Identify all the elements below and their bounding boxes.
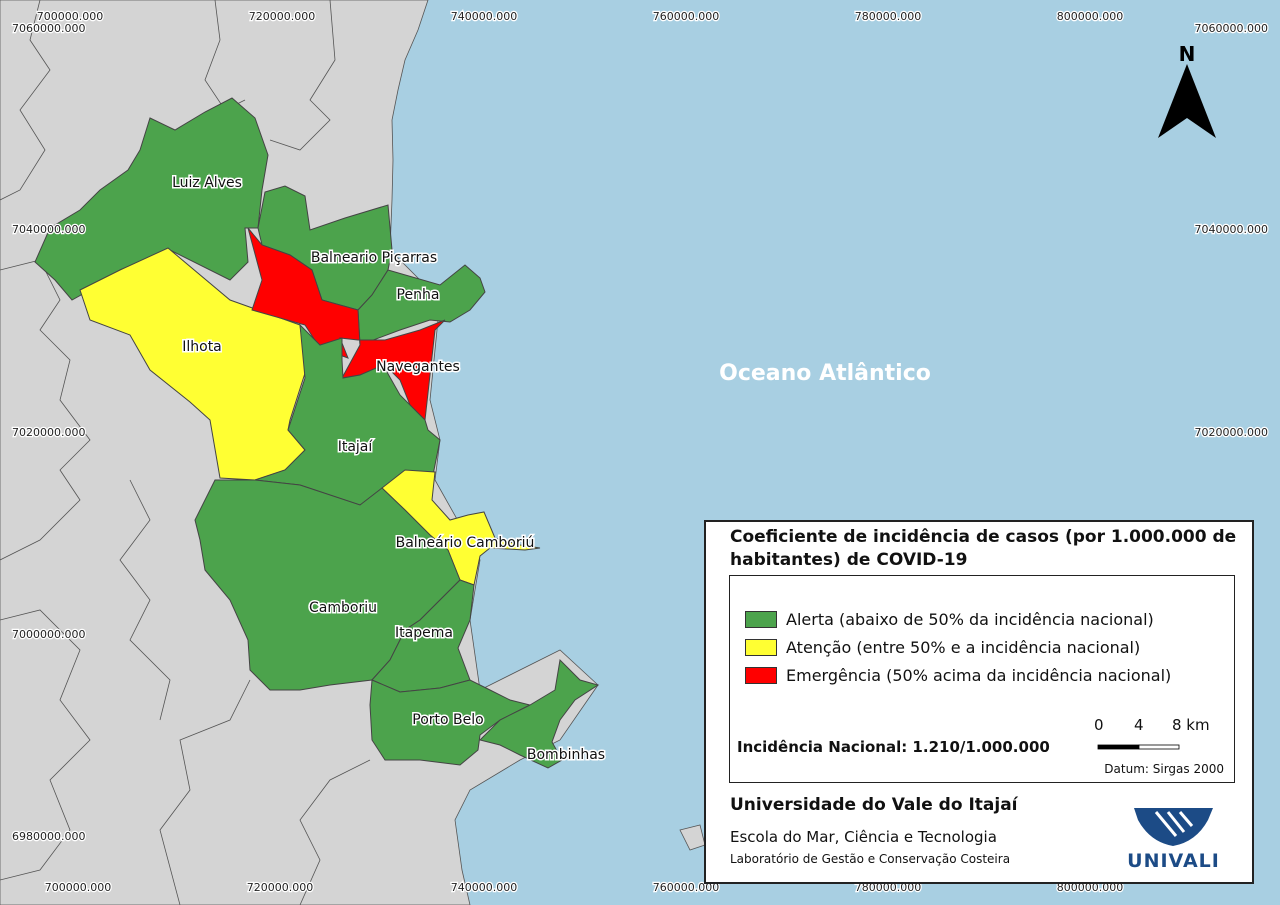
national-incidence: Incidência Nacional: 1.210/1.000.000 <box>737 738 1050 756</box>
univali-emblem-icon <box>1134 808 1213 846</box>
coord-bottom: 720000.000 <box>247 881 313 894</box>
legend-label: Atenção (entre 50% e a incidência nacion… <box>786 637 1141 657</box>
label-camboriu: Camboriu <box>309 600 377 616</box>
ocean-label: Oceano Atlântico <box>719 361 931 386</box>
label-ilhota: Ilhota <box>182 339 222 355</box>
legend-panel: Coeficiente de incidência de casos (por … <box>704 520 1254 884</box>
coord-left: 7060000.000 <box>12 22 85 35</box>
coord-right: 7020000.000 <box>1195 426 1268 439</box>
coord-top: 760000.000 <box>653 10 719 23</box>
muni-itajai[interactable] <box>254 323 441 506</box>
label-itapema: Itapema <box>395 625 453 641</box>
legend-title: Coeficiente de incidência de casos (por … <box>730 527 1237 570</box>
coord-top: 780000.000 <box>855 10 921 23</box>
north-label: N <box>1178 42 1196 66</box>
coord-left: 6980000.000 <box>12 830 85 843</box>
school-name: Escola do Mar, Ciência e Tecnologia <box>730 828 997 846</box>
north-arrow-icon: N <box>1152 42 1222 142</box>
swatch-atencao <box>745 638 777 656</box>
lab-name: Laboratório de Gestão e Conservação Cost… <box>730 852 1011 866</box>
label-porto-belo: Porto Belo <box>412 712 483 728</box>
label-bombinhas: Bombinhas <box>527 747 605 763</box>
coord-left: 7040000.000 <box>12 223 85 236</box>
scale-label: 8 km <box>1172 716 1210 734</box>
coord-right: 7040000.000 <box>1195 223 1268 236</box>
label-balneario-camboriu: Balneário Camboriú <box>396 535 535 551</box>
muni-porto-belo[interactable] <box>369 679 532 766</box>
coord-top: 720000.000 <box>249 10 315 23</box>
label-itajai: Itajaí <box>338 439 374 455</box>
datum-label: Datum: Sirgas 2000 <box>1104 762 1224 776</box>
coord-top: 740000.000 <box>451 10 517 23</box>
municipalities <box>34 97 600 769</box>
legend-label: Alerta (abaixo de 50% da incidência naci… <box>786 609 1154 629</box>
land-borders <box>0 0 371 905</box>
legend-item-emergencia: Emergência (50% acima da incidência naci… <box>745 664 1171 686</box>
scale-label: 0 <box>1094 716 1104 734</box>
university-name: Universidade do Vale do Itajaí <box>730 795 1018 815</box>
coord-bottom: 740000.000 <box>451 881 517 894</box>
legend-item-alerta: Alerta (abaixo de 50% da incidência naci… <box>745 608 1154 630</box>
coord-top: 800000.000 <box>1057 10 1123 23</box>
swatch-alerta <box>745 610 777 628</box>
label-penha: Penha <box>397 287 440 303</box>
label-navegantes: Navegantes <box>376 359 460 375</box>
coord-right: 7060000.000 <box>1195 22 1268 35</box>
label-balneario-picarras: Balneario Piçarras <box>311 250 437 266</box>
logo-text: UNIVALI <box>1127 850 1220 872</box>
scale-label: 4 <box>1134 716 1144 734</box>
coord-bottom: 700000.000 <box>45 881 111 894</box>
univali-logo: UNIVALI <box>1126 806 1221 876</box>
legend-item-atencao: Atenção (entre 50% e a incidência nacion… <box>745 636 1140 658</box>
legend-label: Emergência (50% acima da incidência naci… <box>786 665 1172 685</box>
scale-bar: 0 4 8 km <box>1094 716 1210 756</box>
coord-left: 7000000.000 <box>12 628 85 641</box>
small-island <box>679 824 706 851</box>
label-luiz-alves: Luiz Alves <box>172 175 242 191</box>
coord-left: 7020000.000 <box>12 426 85 439</box>
legend-box: Alerta (abaixo de 50% da incidência naci… <box>729 575 1235 783</box>
swatch-emergencia <box>745 666 777 684</box>
coord-top: 700000.000 <box>37 10 103 23</box>
coord-bottom: 760000.000 <box>653 881 719 894</box>
muni-bombinhas[interactable] <box>479 658 600 769</box>
